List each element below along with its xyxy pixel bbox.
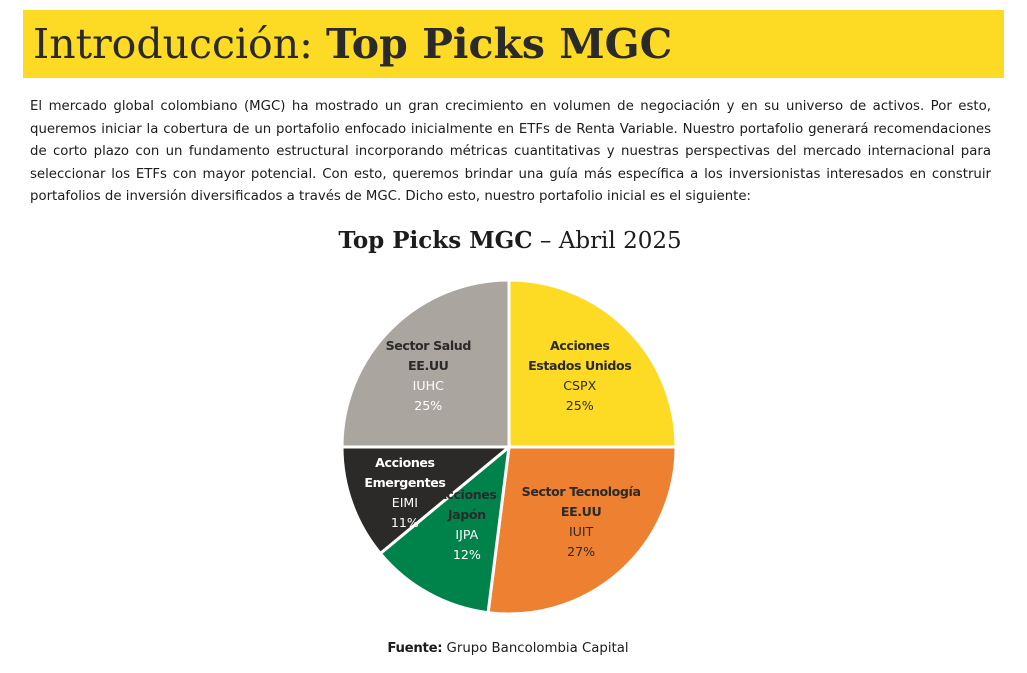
pie-label-eimi: Acciones Emergentes EIMI 11% [330,453,480,533]
pie-slice-iuhc [340,278,511,449]
source-text: Grupo Bancolombia Capital [442,641,629,656]
pie-label-name-line: EE.UU [408,358,449,374]
pie-label-name-line: Sector Tecnología [521,484,641,499]
chart-title: Top Picks MGC – Abril 2025 [0,224,1020,258]
pie-label-name-line: EE.UU [560,504,602,519]
source-label: Fuente: [387,641,443,656]
pie-label-name-line: Acciones [549,338,610,354]
pie-label-name-line: Japón [447,506,486,522]
pie-label-ijpa: Acciones Japón IJPA 12% [392,485,542,565]
pie-slice-ijpa [378,443,511,615]
pie-label-name-line: Emergentes [364,474,446,490]
pie-label-ticker: CSPX [563,378,597,394]
pie-slice-iuit [486,445,678,616]
source-note: Fuente: Grupo Bancolombia Capital [0,639,1016,659]
title-banner: Introducción: Top Picks MGC [23,10,1004,78]
pie-label-percent: 27% [567,544,596,559]
pie-label-name-line: Estados Unidos [528,358,632,374]
pie-label-name-line: Acciones [437,486,497,502]
pie-label-percent: 12% [452,546,481,562]
pie-label-percent: 11% [390,514,419,530]
pie-label-ticker: IUIT [568,524,594,539]
pie-label-iuhc: Sector Salud EE.UU IUHC 25% [353,336,503,416]
pie-label-percent: 25% [414,398,443,414]
pie-label-iuit: Sector Tecnología EE.UU IUIT 27% [506,482,656,562]
chart-title-date: – Abril 2025 [532,228,682,254]
page-title-main: Top Picks MGC [326,20,673,68]
pie-label-name-line: Sector Salud [385,338,472,354]
pie-label-ticker: IJPA [455,526,479,542]
pie-label-ticker: EIMI [391,494,419,510]
pie-label-ticker: IUHC [412,378,444,394]
pie-slice-eimi [340,445,514,556]
page-title: Introducción: Top Picks MGC [33,16,672,72]
pie-label-name-line: Acciones [375,454,435,470]
pie-slice-cspx [507,278,678,449]
pie-label-cspx: Acciones Estados Unidos CSPX 25% [505,336,655,416]
page-title-prefix: Introducción: [33,20,313,68]
pie-label-percent: 25% [565,398,594,414]
chart-title-main: Top Picks MGC [338,227,533,254]
intro-paragraph: El mercado global colombiano (MGC) ha mo… [30,99,991,204]
